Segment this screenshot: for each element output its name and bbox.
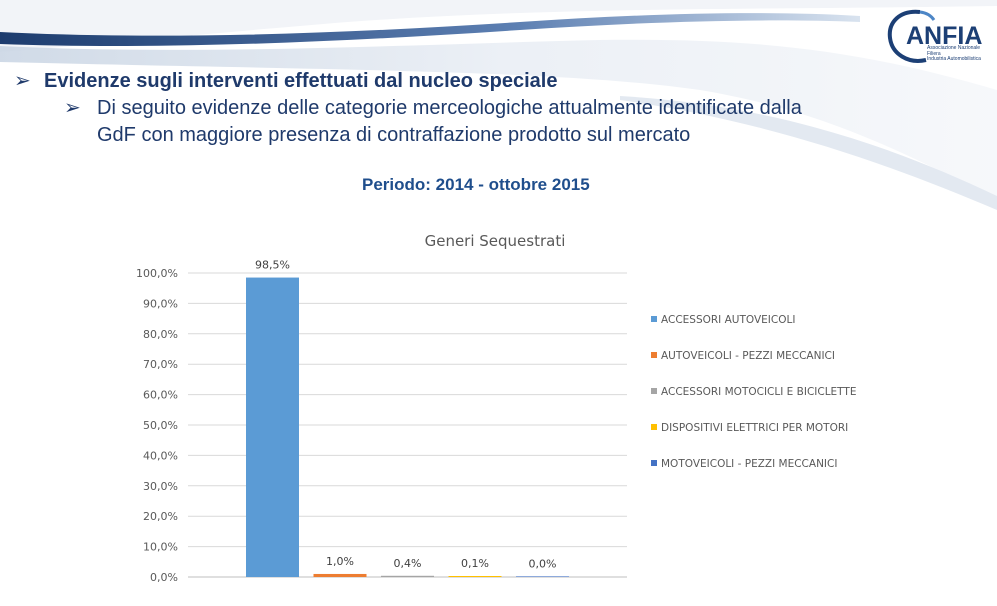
legend-swatch [651, 352, 657, 358]
legend-label: ACCESSORI MOTOCICLI E BICICLETTE [661, 386, 857, 398]
period-heading: Periodo: 2014 - ottobre 2015 [362, 175, 590, 194]
sub-bullet-line-1: Di seguito evidenze delle categorie merc… [97, 97, 802, 119]
arrow-bullet-icon: ➢ [14, 70, 31, 92]
bar [448, 576, 502, 577]
legend-label: AUTOVEICOLI - PEZZI MECCANICI [661, 350, 835, 362]
logo-subtitle-line: Associazione Nazionale [927, 45, 981, 51]
legend-label: ACCESSORI AUTOVEICOLI [661, 314, 796, 326]
y-tick-label: 30,0% [143, 480, 178, 493]
y-tick-label: 50,0% [143, 419, 178, 432]
bar [313, 573, 367, 577]
legend-label: MOTOVEICOLI - PEZZI MECCANICI [661, 458, 838, 470]
legend-item: AUTOVEICOLI - PEZZI MECCANICI [651, 350, 835, 362]
legend-label: DISPOSITIVI ELETTRICI PER MOTORI [661, 422, 849, 434]
logo-subtitle-line: Industria Automobilistica [927, 56, 981, 62]
legend-item: ACCESSORI MOTOCICLI E BICICLETTE [651, 386, 856, 398]
bar [246, 277, 299, 577]
y-tick-label: 80,0% [143, 328, 178, 341]
legend-swatch [651, 460, 657, 466]
data-label: 0,4% [394, 557, 422, 570]
data-label: 0,0% [529, 557, 557, 570]
y-tick-label: 10,0% [143, 541, 178, 554]
y-tick-label: 60,0% [143, 389, 178, 402]
logo-wordmark: ANFIA [906, 22, 983, 50]
legend-item: ACCESSORI AUTOVEICOLI [651, 314, 795, 326]
legend-swatch [651, 424, 657, 430]
bar [516, 576, 569, 577]
legend-swatch [651, 388, 657, 394]
y-tick-label: 20,0% [143, 510, 178, 523]
main-bullet: ➢ Evidenze sugli interventi effettuati da… [14, 68, 557, 93]
y-tick-label: 70,0% [143, 358, 178, 371]
arrow-bullet-icon: ➢ [64, 97, 81, 119]
bar [381, 575, 434, 577]
legend-swatch [651, 316, 657, 322]
main-bullet-text: Evidenze sugli interventi effettuati dal… [44, 70, 558, 92]
legend-item: DISPOSITIVI ELETTRICI PER MOTORI [651, 422, 848, 434]
y-tick-label: 40,0% [143, 449, 178, 462]
logo-subtitle: Associazione Nazionale Filiera Industria… [927, 45, 987, 63]
anfia-logo [887, 9, 936, 63]
sub-bullet-line-2: GdF con maggiore presenza di contraffazi… [97, 124, 691, 146]
y-tick-label: 0,0% [150, 571, 178, 584]
y-tick-label: 90,0% [143, 297, 178, 310]
legend-item: MOTOVEICOLI - PEZZI MECCANICI [651, 458, 837, 470]
y-tick-label: 100,0% [136, 267, 178, 280]
data-label: 0,1% [461, 557, 489, 570]
logo-subtitle-line: Filiera [927, 50, 941, 57]
sub-bullet: ➢ Di seguito evidenze delle categorie me… [64, 95, 904, 149]
data-label: 1,0% [326, 555, 354, 568]
data-label: 98,5% [255, 259, 290, 272]
chart-title: Generi Sequestrati [424, 232, 566, 250]
